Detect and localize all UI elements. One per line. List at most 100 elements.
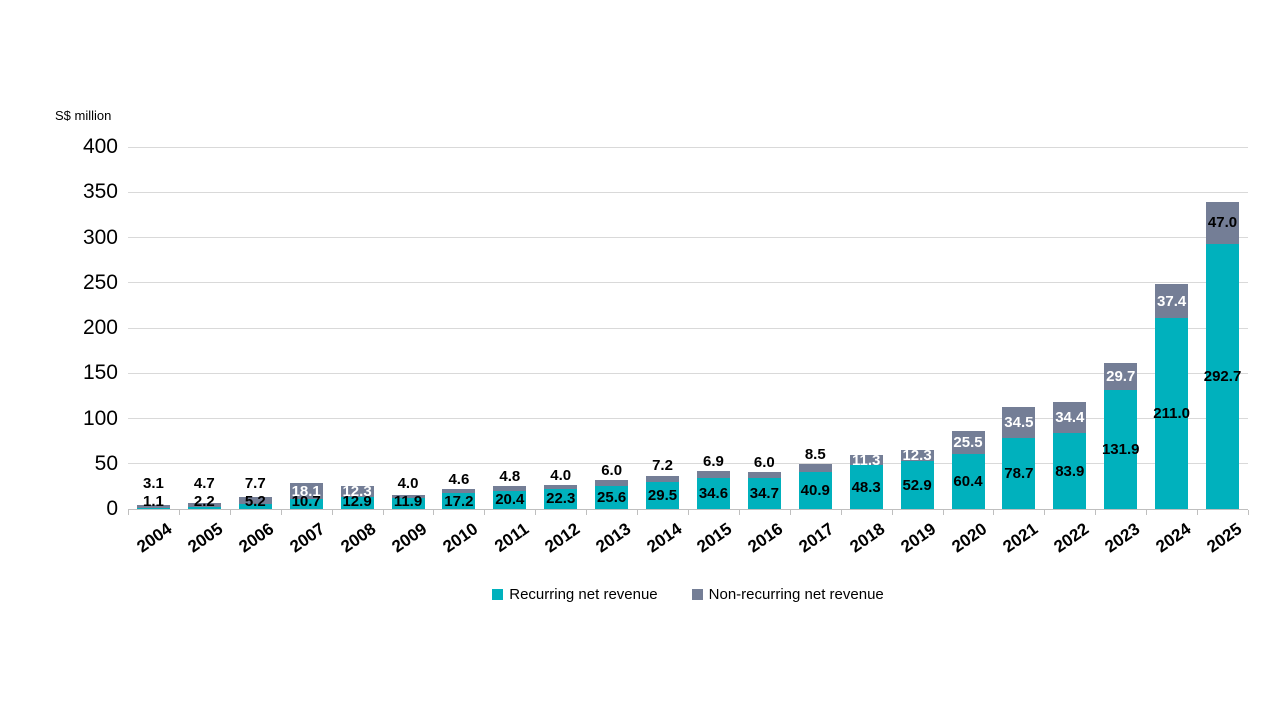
x-axis-tick — [280, 510, 282, 515]
bar-recurring-2010 — [442, 493, 476, 509]
x-axis-label-2008: 2008 — [337, 519, 380, 557]
bar-recurring-2016 — [747, 477, 781, 509]
data-label-recurring-2024: 211.0 — [1153, 405, 1190, 423]
y-axis-tick-50: 50 — [94, 451, 118, 475]
bar-nonrecurring-2009 — [391, 494, 425, 499]
x-axis-label-2021: 2021 — [999, 519, 1042, 557]
x-axis-tick — [789, 510, 791, 515]
data-label-recurring-2012: 22.3 — [546, 490, 576, 508]
bar-nonrecurring-2015 — [696, 471, 730, 478]
data-label-nonrecurring-2018: 11.3 — [851, 451, 881, 469]
data-label-recurring-2022: 83.9 — [1055, 462, 1085, 480]
x-axis-tick — [128, 510, 129, 515]
data-label-recurring-2009: 11.9 — [393, 492, 423, 510]
data-label-recurring-2011: 20.4 — [495, 491, 525, 509]
gridline-300 — [128, 237, 1248, 238]
x-axis-tick — [942, 510, 944, 515]
data-label-nonrecurring-2015: 6.9 — [703, 452, 724, 470]
data-label-nonrecurring-2008: 12.3 — [342, 483, 372, 501]
x-axis-tick — [1095, 510, 1097, 515]
x-axis-tick — [1044, 510, 1046, 515]
x-axis-label-2015: 2015 — [693, 519, 736, 557]
y-axis-tick-200: 200 — [82, 316, 118, 339]
bar-nonrecurring-2004 — [136, 505, 170, 508]
bar-recurring-2011 — [493, 490, 527, 509]
bar-nonrecurring-2012 — [544, 485, 578, 489]
gridline-200 — [128, 327, 1248, 329]
data-label-recurring-2010: 17.2 — [444, 492, 474, 510]
x-axis-tick — [535, 510, 537, 515]
data-label-nonrecurring-2004: 3.1 — [143, 474, 164, 492]
bar-recurring-2012 — [544, 488, 578, 509]
data-label-recurring-2008: 12.9 — [342, 492, 372, 510]
x-axis-label-2023: 2023 — [1101, 519, 1144, 557]
data-label-nonrecurring-2010: 4.6 — [448, 470, 470, 488]
x-axis-label-2011: 2011 — [491, 519, 533, 556]
bar-recurring-2022 — [1053, 433, 1087, 509]
bar-nonrecurring-2022 — [1053, 401, 1087, 434]
data-label-recurring-2016: 34.7 — [749, 484, 779, 502]
x-axis-label-2022: 2022 — [1050, 519, 1093, 557]
legend-label: Recurring net revenue — [509, 586, 658, 603]
bar-recurring-2021 — [1002, 437, 1036, 509]
x-axis-line — [128, 509, 1248, 510]
bar-recurring-2006 — [238, 504, 272, 509]
x-axis-tick — [637, 510, 639, 515]
x-axis-label-2012: 2012 — [541, 519, 584, 557]
data-label-nonrecurring-2022: 34.4 — [1055, 409, 1085, 426]
data-label-nonrecurring-2005: 4.7 — [193, 474, 215, 492]
bar-nonrecurring-2020 — [951, 431, 985, 455]
x-axis-tick — [1248, 510, 1249, 515]
bar-recurring-2018 — [849, 465, 883, 509]
bar-recurring-2017 — [798, 471, 832, 509]
data-label-recurring-2005: 2.2 — [193, 492, 215, 510]
gridline-100 — [128, 418, 1248, 419]
data-label-recurring-2004: 1.1 — [143, 492, 164, 510]
x-axis-label-2010: 2010 — [439, 519, 482, 557]
bar-nonrecurring-2023 — [1104, 362, 1138, 390]
x-axis-label-2017: 2017 — [795, 519, 838, 557]
legend-item-non-recurring: Non-recurring net revenue — [691, 586, 884, 603]
data-label-nonrecurring-2016: 6.0 — [753, 453, 775, 471]
x-axis-label-2009: 2009 — [388, 519, 431, 557]
gridline-400 — [128, 146, 1248, 148]
bar-nonrecurring-2006 — [238, 497, 272, 505]
x-axis-label-2025: 2025 — [1202, 519, 1245, 557]
data-label-nonrecurring-2017: 8.5 — [804, 445, 826, 463]
x-axis-label-2024: 2024 — [1152, 519, 1194, 557]
x-axis-label-2014: 2014 — [642, 519, 685, 557]
x-axis-tick — [178, 510, 180, 515]
x-axis-tick — [229, 510, 231, 515]
bar-nonrecurring-2024 — [1155, 284, 1189, 319]
bar-nonrecurring-2016 — [747, 472, 781, 478]
bar-nonrecurring-2011 — [493, 486, 527, 491]
bar-recurring-2024 — [1155, 318, 1189, 509]
x-axis-tick — [382, 510, 384, 515]
legend-swatch-icon — [691, 589, 703, 600]
gridline-250 — [128, 282, 1248, 284]
data-label-recurring-2014: 29.5 — [647, 487, 678, 505]
legend-item-recurring: Recurring net revenue — [492, 586, 658, 603]
data-label-nonrecurring-2011: 4.8 — [499, 467, 521, 485]
bar-nonrecurring-2025 — [1206, 201, 1240, 245]
data-label-nonrecurring-2009: 4.0 — [397, 474, 419, 492]
bar-nonrecurring-2008 — [340, 486, 374, 498]
data-label-nonrecurring-2007: 18.1 — [291, 482, 321, 500]
data-label-nonrecurring-2024: 37.4 — [1157, 292, 1187, 310]
x-axis-label-2019: 2019 — [897, 519, 940, 557]
x-axis-label-2013: 2013 — [592, 519, 634, 557]
data-label-recurring-2017: 40.9 — [800, 481, 830, 499]
bar-nonrecurring-2017 — [798, 464, 832, 472]
bar-recurring-2019 — [900, 461, 934, 509]
y-axis-tick-400: 400 — [82, 135, 118, 158]
gridline-50 — [128, 463, 1248, 465]
x-axis-tick — [891, 510, 893, 515]
data-label-recurring-2019: 52.9 — [902, 476, 932, 494]
x-axis-tick — [484, 510, 486, 515]
data-label-nonrecurring-2020: 25.5 — [953, 434, 983, 452]
data-label-nonrecurring-2013: 6.0 — [601, 461, 623, 479]
bar-nonrecurring-2021 — [1002, 406, 1036, 438]
data-label-recurring-2021: 78.7 — [1004, 464, 1034, 482]
bar-recurring-2007 — [289, 499, 323, 509]
